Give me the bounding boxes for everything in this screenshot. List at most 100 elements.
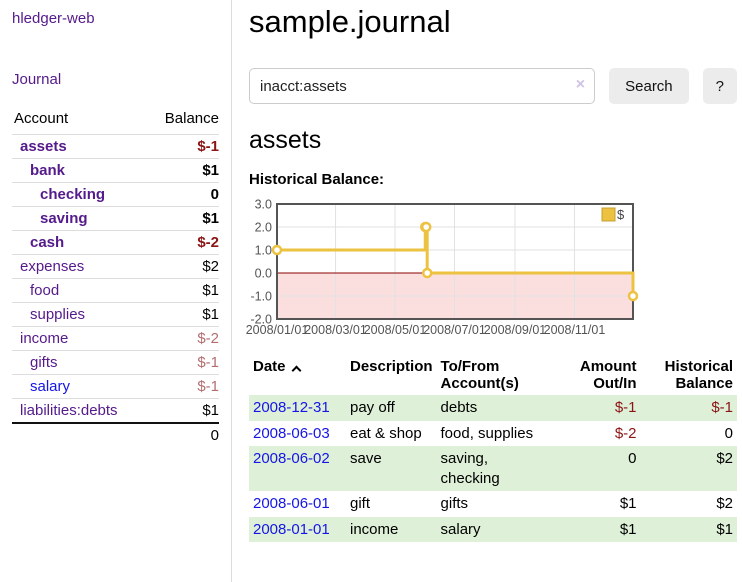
transaction-description: save bbox=[350, 450, 382, 467]
sidebar-item-journal[interactable]: Journal bbox=[12, 71, 62, 88]
accounts-table-header: Account Balance bbox=[12, 108, 219, 135]
svg-text:2008/11/01: 2008/11/01 bbox=[544, 323, 606, 337]
accounts-total-value: 0 bbox=[147, 422, 219, 447]
register-table: Date Description To/From Account(s) Amoun… bbox=[249, 355, 737, 542]
transaction-date-link[interactable]: 2008-06-01 bbox=[253, 495, 330, 512]
accounts-header-account: Account bbox=[14, 110, 69, 127]
register-header-accounts: To/From Account(s) bbox=[440, 358, 519, 392]
account-row: saving $1 bbox=[12, 206, 219, 231]
transaction-date-link[interactable]: 2008-06-03 bbox=[253, 424, 330, 442]
search-button[interactable]: Search bbox=[609, 68, 689, 104]
account-balance: $-2 bbox=[147, 230, 219, 255]
page-title: sample.journal bbox=[249, 4, 451, 39]
account-row: food $1 bbox=[12, 278, 219, 303]
svg-text:2008/07/01: 2008/07/01 bbox=[423, 323, 486, 337]
transaction-description: eat & shop bbox=[350, 424, 422, 442]
chart-title: Historical Balance: bbox=[249, 171, 385, 188]
transaction-date-link[interactable]: 2008-01-01 bbox=[253, 520, 330, 538]
account-balance: $1 bbox=[147, 302, 219, 327]
search-input[interactable] bbox=[249, 68, 596, 104]
historical-balance-chart: $3.0 2.0 1.0 0.0 -1.0 -2.02008/01/012008/03/0… bbox=[246, 198, 639, 337]
svg-text:-2.0: -2.0 bbox=[250, 313, 272, 327]
transaction-amount: $-2 bbox=[614, 424, 637, 442]
accounts-total-row: 0 bbox=[12, 422, 219, 447]
transaction-description: pay off bbox=[350, 399, 395, 416]
transaction-amount: $-1 bbox=[614, 399, 637, 416]
account-link-income[interactable]: income bbox=[20, 330, 69, 347]
svg-text:1.0: 1.0 bbox=[255, 244, 272, 258]
account-link-liabilities-debts[interactable]: liabilities:debts bbox=[20, 402, 118, 419]
account-row: bank $1 bbox=[12, 158, 219, 183]
transaction-amount: $1 bbox=[619, 495, 637, 512]
account-link-supplies[interactable]: supplies bbox=[30, 306, 86, 323]
search-form: × Search ? bbox=[249, 68, 737, 104]
account-link-salary[interactable]: salary bbox=[30, 378, 71, 395]
date-header-label: Date bbox=[253, 358, 286, 375]
account-balance: $1 bbox=[147, 278, 219, 303]
account-row: income $-2 bbox=[12, 326, 219, 351]
register-row: 2008-12-31 pay off debts $-1 $-1 bbox=[249, 395, 737, 421]
account-link-gifts[interactable]: gifts bbox=[30, 354, 58, 371]
clear-search-icon[interactable]: × bbox=[575, 76, 586, 93]
transaction-accounts: saving, checking bbox=[440, 450, 500, 487]
transaction-accounts: salary bbox=[440, 520, 481, 538]
app-brand-link[interactable]: hledger-web bbox=[12, 10, 95, 27]
svg-text:2008/09/01: 2008/09/01 bbox=[484, 323, 547, 337]
transaction-accounts: debts bbox=[440, 399, 478, 416]
account-balance: $1 bbox=[147, 158, 219, 183]
account-balance: $-1 bbox=[147, 350, 219, 375]
register-header-amount: Amount Out/In bbox=[579, 358, 637, 392]
transaction-balance: $1 bbox=[716, 520, 733, 538]
svg-text:-1.0: -1.0 bbox=[250, 290, 272, 304]
account-row: expenses $2 bbox=[12, 254, 219, 279]
register-row: 2008-06-02 save saving, checking 0 $2 bbox=[249, 446, 737, 491]
accounts-header-balance: Balance bbox=[164, 110, 219, 127]
transaction-description: income bbox=[350, 520, 399, 538]
account-balance: $-1 bbox=[147, 374, 219, 399]
account-link-cash[interactable]: cash bbox=[30, 234, 65, 251]
transaction-accounts: gifts bbox=[440, 495, 469, 512]
register-row: 2008-06-03 eat & shop food, supplies $-2… bbox=[249, 421, 737, 447]
register-header-date[interactable]: Date bbox=[249, 355, 346, 395]
account-link-assets[interactable]: assets bbox=[20, 138, 67, 155]
svg-text:3.0: 3.0 bbox=[255, 198, 272, 212]
sidebar: hledger-web Journal Account Balance asse… bbox=[0, 0, 232, 582]
transaction-balance: 0 bbox=[724, 424, 733, 442]
transaction-balance: $2 bbox=[716, 495, 733, 512]
register-header-description: Description bbox=[350, 358, 433, 375]
account-heading: assets bbox=[249, 126, 322, 154]
account-row: checking 0 bbox=[12, 182, 219, 207]
main-content: sample.journal × Search ? assets Histori… bbox=[233, 0, 742, 542]
transaction-balance: $2 bbox=[716, 450, 733, 467]
account-link-expenses[interactable]: expenses bbox=[20, 258, 85, 275]
register-row: 2008-01-01 income salary $1 $1 bbox=[249, 516, 737, 542]
account-link-food[interactable]: food bbox=[30, 282, 60, 299]
register-row: 2008-06-01 gift gifts $1 $2 bbox=[249, 491, 737, 517]
accounts-table: Account Balance assets $-1 bank $1 check… bbox=[12, 108, 219, 447]
svg-text:0.0: 0.0 bbox=[255, 267, 272, 281]
transaction-description: gift bbox=[350, 495, 371, 512]
svg-text:2008/05/01: 2008/05/01 bbox=[364, 323, 427, 337]
transaction-balance: $-1 bbox=[711, 399, 733, 416]
account-row: cash $-2 bbox=[12, 230, 219, 255]
account-balance: $2 bbox=[147, 254, 219, 279]
account-balance: $-2 bbox=[147, 326, 219, 351]
account-link-checking[interactable]: checking bbox=[40, 186, 106, 203]
account-balance: $1 bbox=[147, 398, 219, 423]
help-button[interactable]: ? bbox=[702, 68, 737, 104]
register-header-row: Date Description To/From Account(s) Amoun… bbox=[249, 355, 737, 395]
transaction-date-link[interactable]: 2008-12-31 bbox=[253, 399, 330, 416]
account-link-bank[interactable]: bank bbox=[30, 162, 66, 179]
account-row: assets $-1 bbox=[12, 134, 219, 159]
account-balance: $-1 bbox=[147, 134, 219, 159]
transaction-date-link[interactable]: 2008-06-02 bbox=[253, 450, 330, 467]
search-box: × bbox=[249, 68, 596, 104]
svg-text:2008/01/01: 2008/01/01 bbox=[246, 323, 309, 337]
account-row: gifts $-1 bbox=[12, 350, 219, 375]
transaction-accounts: food, supplies bbox=[440, 424, 534, 442]
transaction-amount: $1 bbox=[619, 520, 637, 538]
account-row: supplies $1 bbox=[12, 302, 219, 327]
account-row: liabilities:debts $1 bbox=[12, 398, 219, 423]
svg-text:2.0: 2.0 bbox=[255, 221, 272, 235]
account-link-saving[interactable]: saving bbox=[40, 210, 88, 227]
